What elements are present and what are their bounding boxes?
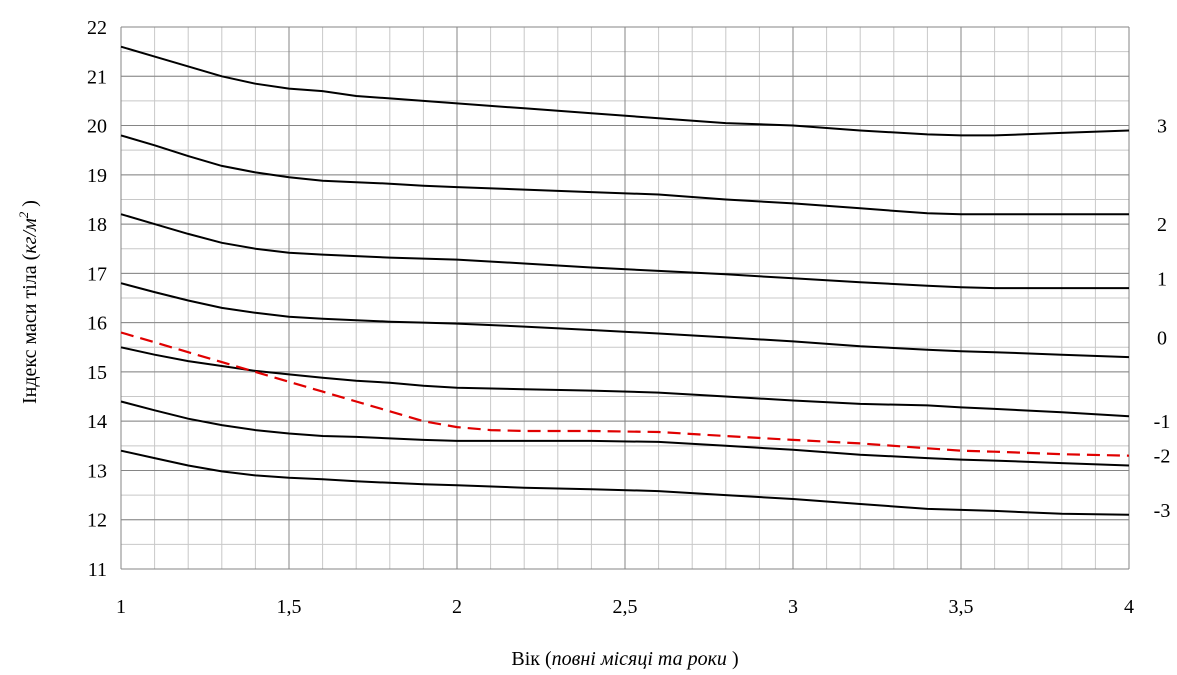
y-axis-title-italic: кг/м <box>19 218 41 254</box>
x-tick-label: 4 <box>1124 596 1134 618</box>
z-score-line <box>120 213 1129 290</box>
y-axis-title-end: ) <box>19 200 41 212</box>
x-tick-label: 1 <box>116 596 126 618</box>
z-score-line <box>120 134 1129 216</box>
z-score-line <box>120 400 1130 467</box>
y-axis-title-plain: Індекс маси тіла ( <box>19 253 41 404</box>
y-tick-label: 17 <box>87 263 107 285</box>
z-score-line <box>120 346 1130 418</box>
y-tick-label: 19 <box>87 165 107 187</box>
z-score-line <box>120 45 1130 137</box>
x-axis-title-italic: повні місяці та роки <box>552 648 727 670</box>
y-tick-label: 15 <box>87 362 107 384</box>
series-lines <box>120 45 1130 516</box>
x-tick-label: 2,5 <box>613 596 638 618</box>
z-score-line <box>120 282 1130 359</box>
y-tick-label: 21 <box>87 66 107 88</box>
z-score-label: 3 <box>1157 116 1167 138</box>
y-tick-label: 13 <box>87 460 107 482</box>
y-tick-label: 20 <box>87 116 107 138</box>
x-tick-labels: 1 1,5 2 2,5 3 3,5 4 <box>116 596 1134 618</box>
y-tick-label: 14 <box>87 411 107 433</box>
major-gridlines <box>120 26 1130 570</box>
x-axis-title: Вік (повні місяці та роки ) <box>511 648 738 670</box>
z-score-label: -2 <box>1154 446 1171 468</box>
x-axis-title-end: ) <box>727 648 739 670</box>
dashed-series-line <box>120 331 1130 457</box>
x-tick-label: 3,5 <box>949 596 974 618</box>
x-tick-label: 1,5 <box>277 596 302 618</box>
y-axis-title: Індекс маси тіла (кг/м2 ) <box>16 200 41 404</box>
y-tick-label: 12 <box>87 510 107 532</box>
z-score-line <box>120 449 1130 516</box>
y-axis-title-sup: 2 <box>16 211 31 218</box>
z-score-labels: 3 2 1 0 -1 -2 -3 <box>1154 116 1171 522</box>
x-tick-label: 3 <box>788 596 798 618</box>
y-tick-label: 16 <box>87 313 107 335</box>
y-tick-label: 11 <box>88 559 107 581</box>
z-score-label: 1 <box>1157 268 1167 290</box>
z-score-label: -1 <box>1154 411 1171 433</box>
x-axis-title-plain: Вік ( <box>511 648 552 670</box>
x-tick-label: 2 <box>452 596 462 618</box>
y-tick-label: 18 <box>87 214 107 236</box>
y-tick-labels: 11 12 13 14 15 16 17 18 19 20 21 22 <box>87 17 107 581</box>
z-score-label: 2 <box>1157 214 1167 236</box>
y-tick-label: 22 <box>87 17 107 39</box>
z-score-label: -3 <box>1154 500 1171 522</box>
z-score-label: 0 <box>1157 327 1167 349</box>
